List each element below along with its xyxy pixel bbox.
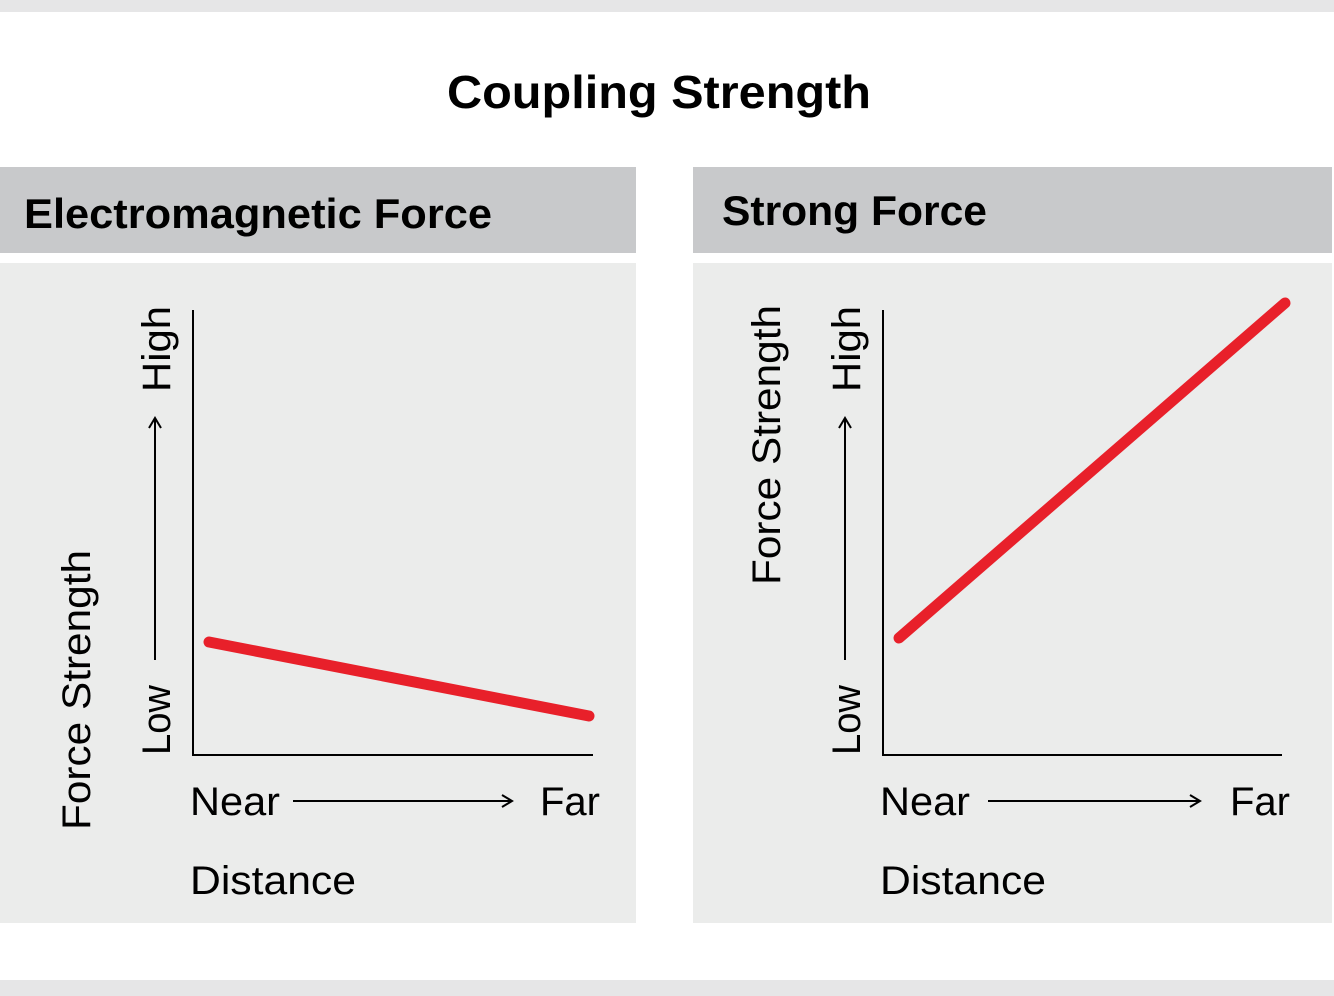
y-label: Force Strength (745, 305, 789, 585)
y-label: Force Strength (55, 550, 99, 830)
panel-body (0, 263, 636, 923)
x-label: Distance (880, 859, 1046, 903)
axes (882, 310, 1282, 756)
panel: Strong Force Force Strength Low High Nea… (693, 167, 1332, 923)
panel: Electromagnetic Force Force Strength Low… (0, 167, 636, 923)
x-label: Distance (190, 859, 356, 903)
axes (192, 310, 593, 756)
y-low: Low (825, 685, 869, 755)
trend-line (893, 297, 1291, 644)
y-low: Low (135, 685, 179, 755)
x-far: Far (1230, 780, 1290, 824)
x-far: Far (540, 780, 600, 824)
top-strip (0, 0, 1334, 12)
y-high: High (135, 306, 179, 392)
x-near: Near (880, 780, 970, 824)
panel-title: Strong Force (722, 187, 987, 234)
y-high: High (825, 306, 869, 392)
title: Coupling Strength (447, 66, 871, 118)
panel-header (0, 167, 636, 253)
panel-body (693, 263, 1332, 923)
x-near: Near (190, 780, 280, 824)
bottom-strip (0, 980, 1334, 996)
panel-header (693, 167, 1332, 253)
panel-title: Electromagnetic Force (24, 190, 492, 237)
trend-line (203, 636, 595, 722)
